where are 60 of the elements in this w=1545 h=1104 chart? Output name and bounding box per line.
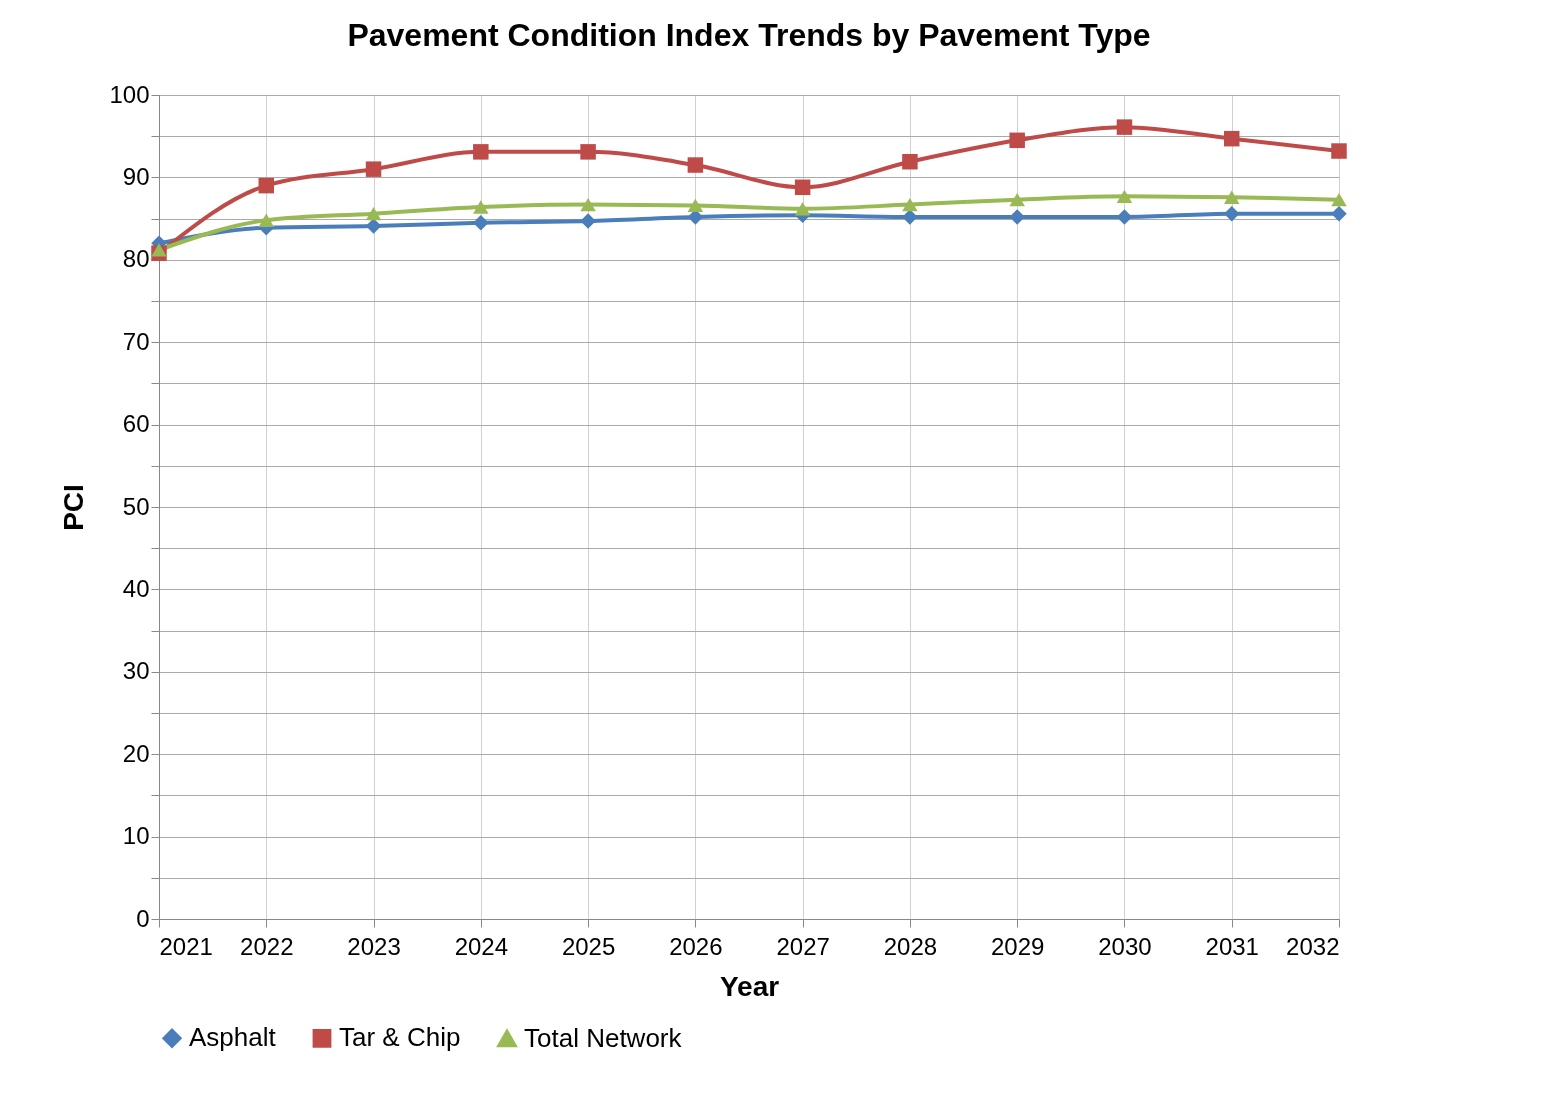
point xyxy=(687,157,704,173)
y-tick-label: 10 xyxy=(122,822,150,850)
point xyxy=(1223,130,1240,147)
point xyxy=(258,177,275,194)
y-axis-title: PCI xyxy=(58,484,90,531)
point xyxy=(473,144,489,160)
legend-label: Asphalt xyxy=(189,1022,277,1053)
point xyxy=(1223,190,1240,204)
x-tick-label: 2023 xyxy=(347,932,401,960)
x-tick-label: 2026 xyxy=(669,932,723,960)
x-tick-label: 2030 xyxy=(1098,932,1152,960)
y-tick-label: 0 xyxy=(136,904,150,932)
point xyxy=(902,209,918,225)
point xyxy=(1331,205,1347,222)
point xyxy=(1331,192,1347,207)
point xyxy=(580,197,596,212)
y-tick-label: 40 xyxy=(122,574,150,602)
y-tick-label: 100 xyxy=(109,80,150,108)
x-tick-label: 2027 xyxy=(776,932,830,960)
point xyxy=(365,206,382,221)
x-tick-label: 2021 xyxy=(159,932,213,960)
y-tick-label: 20 xyxy=(122,739,150,767)
point xyxy=(1009,192,1025,207)
x-tick-label: 2029 xyxy=(990,932,1045,960)
point xyxy=(687,198,704,213)
point xyxy=(902,154,918,170)
point xyxy=(794,202,811,216)
legend-label: Total Network xyxy=(524,1022,683,1053)
x-tick-label: 2031 xyxy=(1205,932,1259,960)
point xyxy=(365,161,382,177)
point xyxy=(902,197,918,212)
x-tick-label: 2028 xyxy=(883,932,938,960)
chart-title: Pavement Condition Index Trends by Pavement Type xyxy=(347,17,1151,53)
x-tick-label: 2032 xyxy=(1286,932,1340,960)
x-tick-label: 2022 xyxy=(240,932,294,960)
point xyxy=(1331,143,1347,159)
x-axis-title: Year xyxy=(719,970,780,1002)
point xyxy=(794,179,811,196)
point xyxy=(1116,119,1133,135)
point xyxy=(151,243,167,257)
x-tick-label: 2024 xyxy=(454,932,509,960)
point xyxy=(580,144,596,160)
y-tick-label: 90 xyxy=(122,162,150,190)
point xyxy=(1116,209,1133,225)
point xyxy=(473,214,489,231)
point xyxy=(1116,189,1133,204)
y-tick-label: 30 xyxy=(122,657,150,685)
y-tick-label: 80 xyxy=(122,245,150,273)
x-tick-label: 2025 xyxy=(561,932,616,960)
y-tick-label: 70 xyxy=(122,327,150,355)
y-tick-label: 60 xyxy=(122,410,150,438)
point xyxy=(258,213,275,227)
legend-label: Tar & Chip xyxy=(339,1022,461,1053)
y-tick-label: 50 xyxy=(122,492,150,520)
point xyxy=(1009,209,1025,225)
point xyxy=(1223,205,1240,222)
point xyxy=(473,200,489,214)
point xyxy=(580,213,596,229)
point xyxy=(365,218,382,234)
point xyxy=(1009,132,1025,149)
